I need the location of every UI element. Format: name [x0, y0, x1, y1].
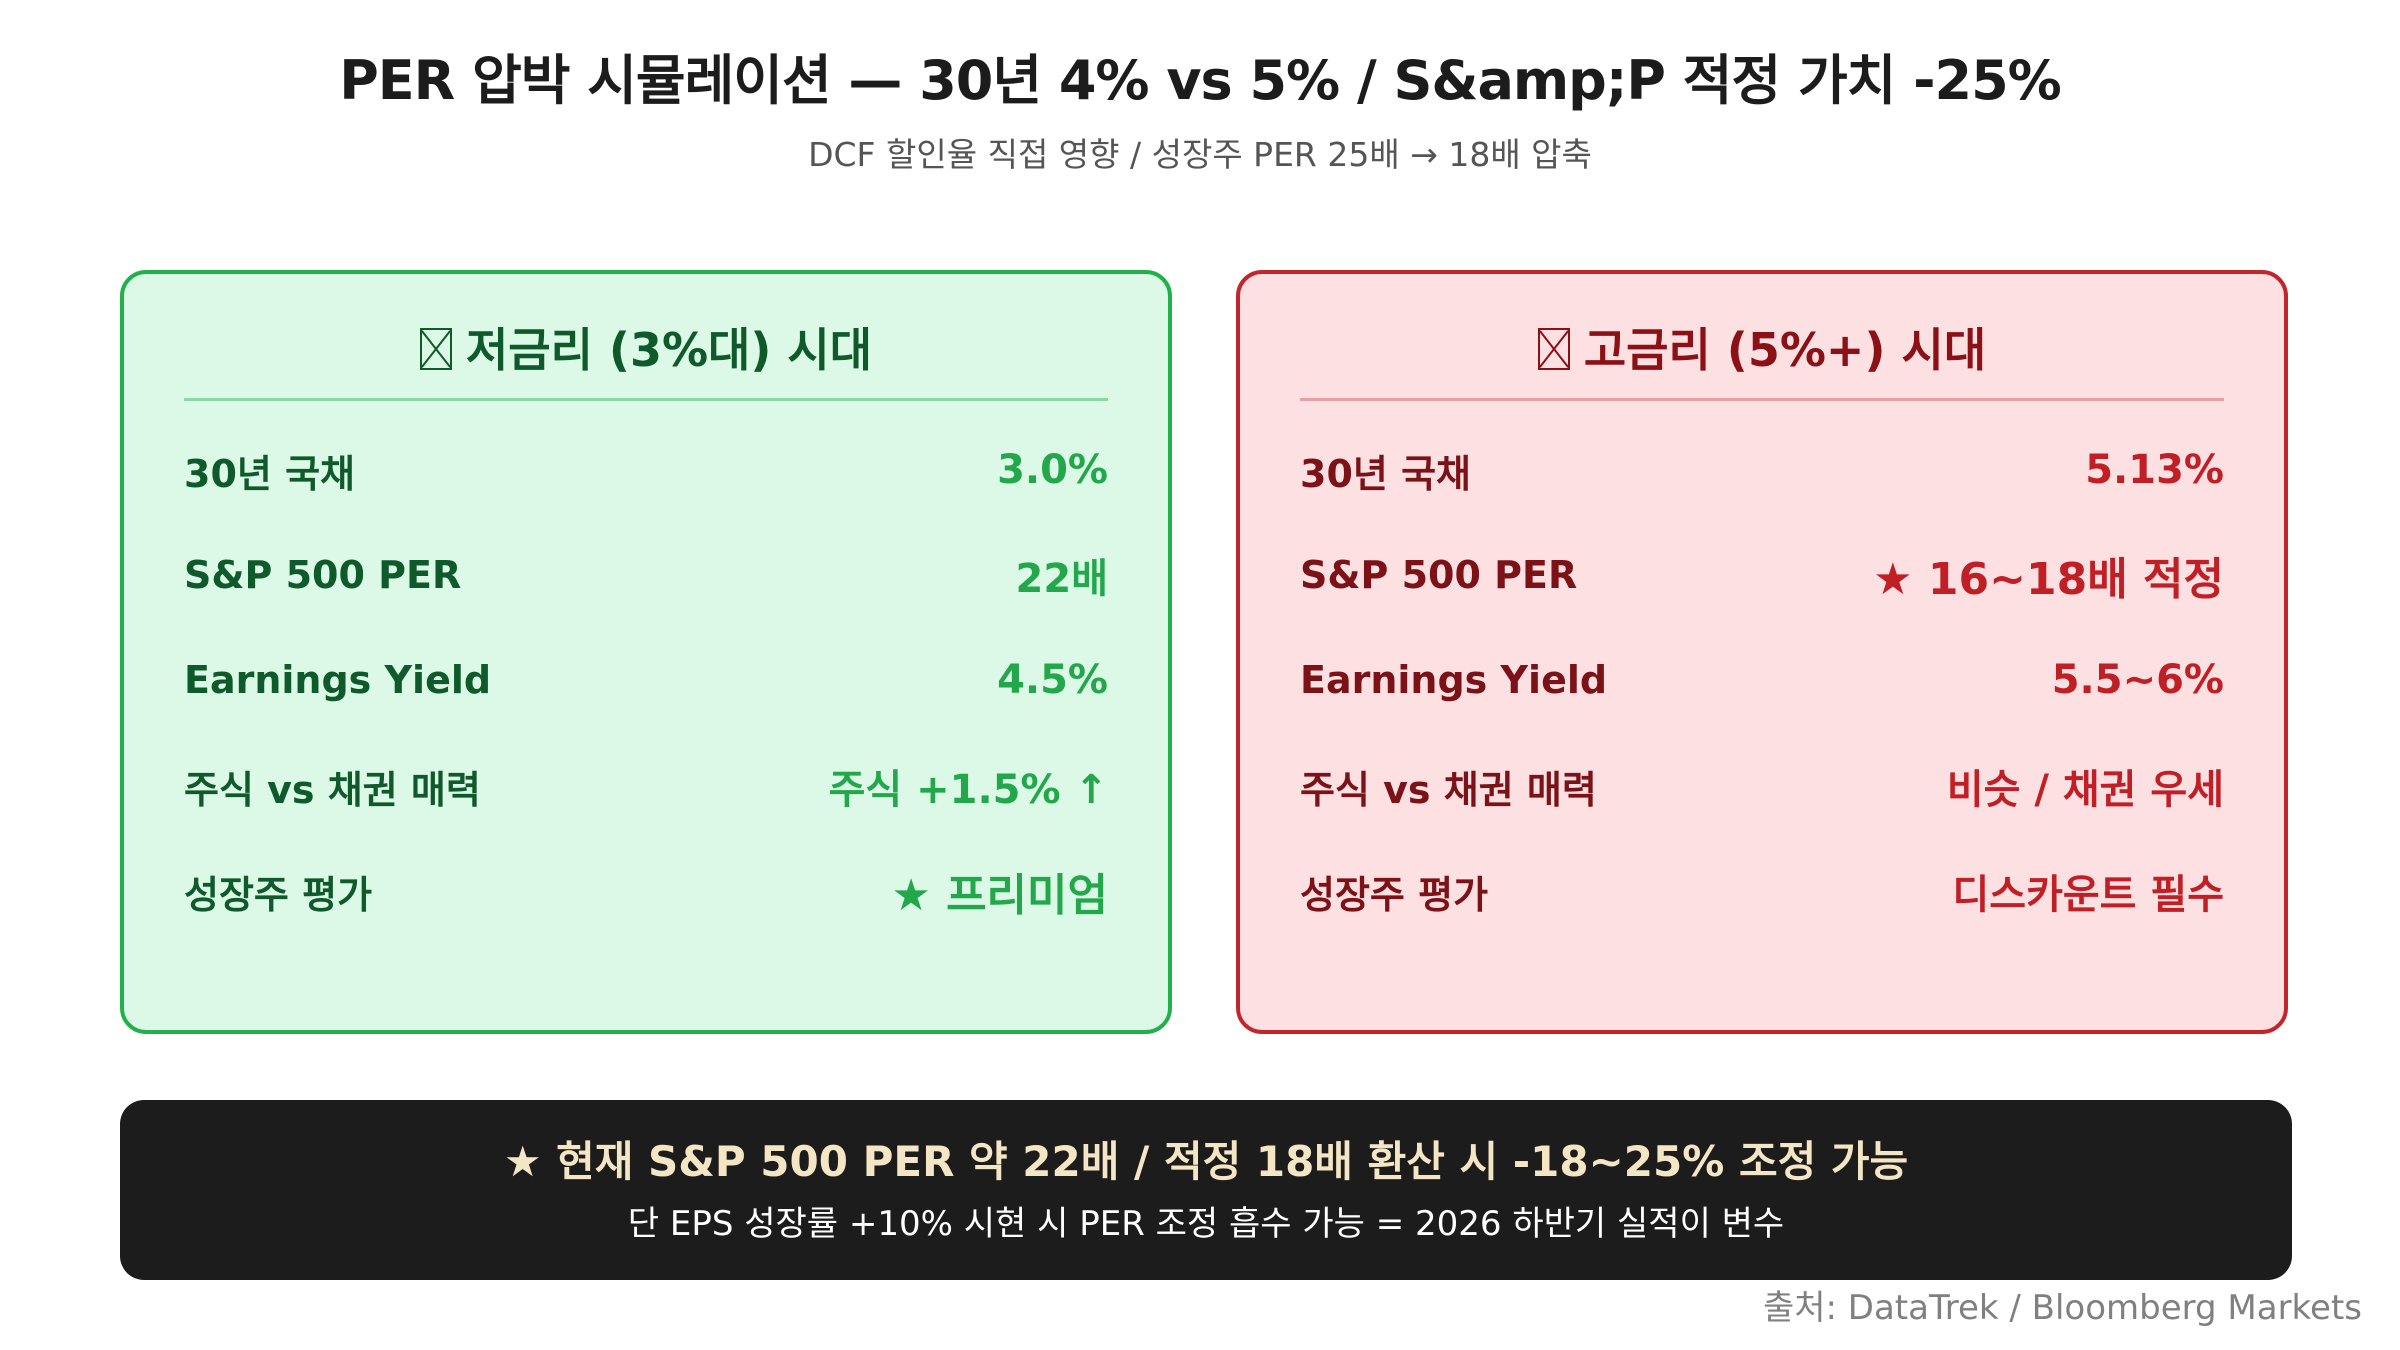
low-rate-card: 저금리 (3%대) 시대 30년 국채 3.0% S&P 500 PER 22배… [120, 270, 1172, 1034]
row-value: 비슷 / 채권 우세 [1946, 767, 2224, 813]
page-subtitle: DCF 할인율 직접 영향 / 성장주 PER 25배 → 18배 압축 [808, 135, 1592, 174]
high-row-per: S&P 500 PER ★ 16~18배 적정 [1300, 545, 2224, 605]
row-value: 5.5~6% [2051, 657, 2224, 703]
banner-sub-text: 단 EPS 성장률 +10% 시현 시 PER 조정 흡수 가능 = 2026 … [627, 1204, 1785, 1244]
low-row-per: S&P 500 PER 22배 [184, 545, 1108, 605]
row-value: 3.0% [997, 447, 1108, 493]
low-row-earnings-yield: Earnings Yield 4.5% [184, 650, 1108, 710]
row-label: 주식 vs 채권 매력 [1300, 767, 1597, 812]
row-value: 4.5% [997, 657, 1108, 703]
divider [184, 398, 1108, 401]
high-rate-heading-text: 고금리 (5%+) 시대 [1583, 323, 1987, 377]
row-label: 30년 국채 [1300, 451, 1471, 496]
row-label: S&P 500 PER [184, 553, 462, 597]
row-value: 22배 [1015, 556, 1108, 602]
low-rate-heading-text: 저금리 (3%대) 시대 [465, 323, 873, 377]
row-value: 5.13% [2085, 447, 2224, 493]
banner-main-text: ★ 현재 S&P 500 PER 약 22배 / 적정 18배 환산 시 -18… [503, 1137, 1909, 1186]
high-rate-card: 고금리 (5%+) 시대 30년 국채 5.13% S&P 500 PER ★ … [1236, 270, 2288, 1034]
row-label: S&P 500 PER [1300, 553, 1578, 597]
row-label: Earnings Yield [184, 658, 492, 702]
row-label: Earnings Yield [1300, 658, 1608, 702]
low-row-treasury: 30년 국채 3.0% [184, 440, 1108, 500]
box-x-icon [419, 328, 452, 370]
row-label: 성장주 평가 [184, 872, 373, 917]
row-label: 30년 국채 [184, 451, 355, 496]
high-row-earnings-yield: Earnings Yield 5.5~6% [1300, 650, 2224, 710]
row-value: ★ 프리미엄 [891, 870, 1108, 921]
page-title: PER 압박 시뮬레이션 — 30년 4% vs 5% / S&amp;P 적정… [339, 49, 2062, 112]
high-row-growth-valuation: 성장주 평가 디스카운트 필수 [1300, 861, 2224, 921]
box-x-icon [1537, 328, 1570, 370]
low-row-growth-valuation: 성장주 평가 ★ 프리미엄 [184, 861, 1108, 921]
row-value: 디스카운트 필수 [1952, 872, 2224, 918]
source-credit: 출처: DataTrek / Bloomberg Markets [1762, 1288, 2362, 1328]
row-value: ★ 16~18배 적정 [1873, 554, 2224, 605]
low-row-stock-vs-bond: 주식 vs 채권 매력 주식 +1.5% ↑ [184, 756, 1108, 816]
divider [1300, 398, 2224, 401]
high-rate-heading: 고금리 (5%+) 시대 [1240, 314, 2284, 380]
row-value: 주식 +1.5% ↑ [828, 767, 1108, 813]
low-rate-heading: 저금리 (3%대) 시대 [124, 314, 1168, 380]
row-label: 성장주 평가 [1300, 872, 1489, 917]
high-row-treasury: 30년 국채 5.13% [1300, 440, 2224, 500]
row-label: 주식 vs 채권 매력 [184, 767, 481, 812]
high-row-stock-vs-bond: 주식 vs 채권 매력 비슷 / 채권 우세 [1300, 756, 2224, 816]
summary-banner: ★ 현재 S&P 500 PER 약 22배 / 적정 18배 환산 시 -18… [120, 1100, 2292, 1280]
